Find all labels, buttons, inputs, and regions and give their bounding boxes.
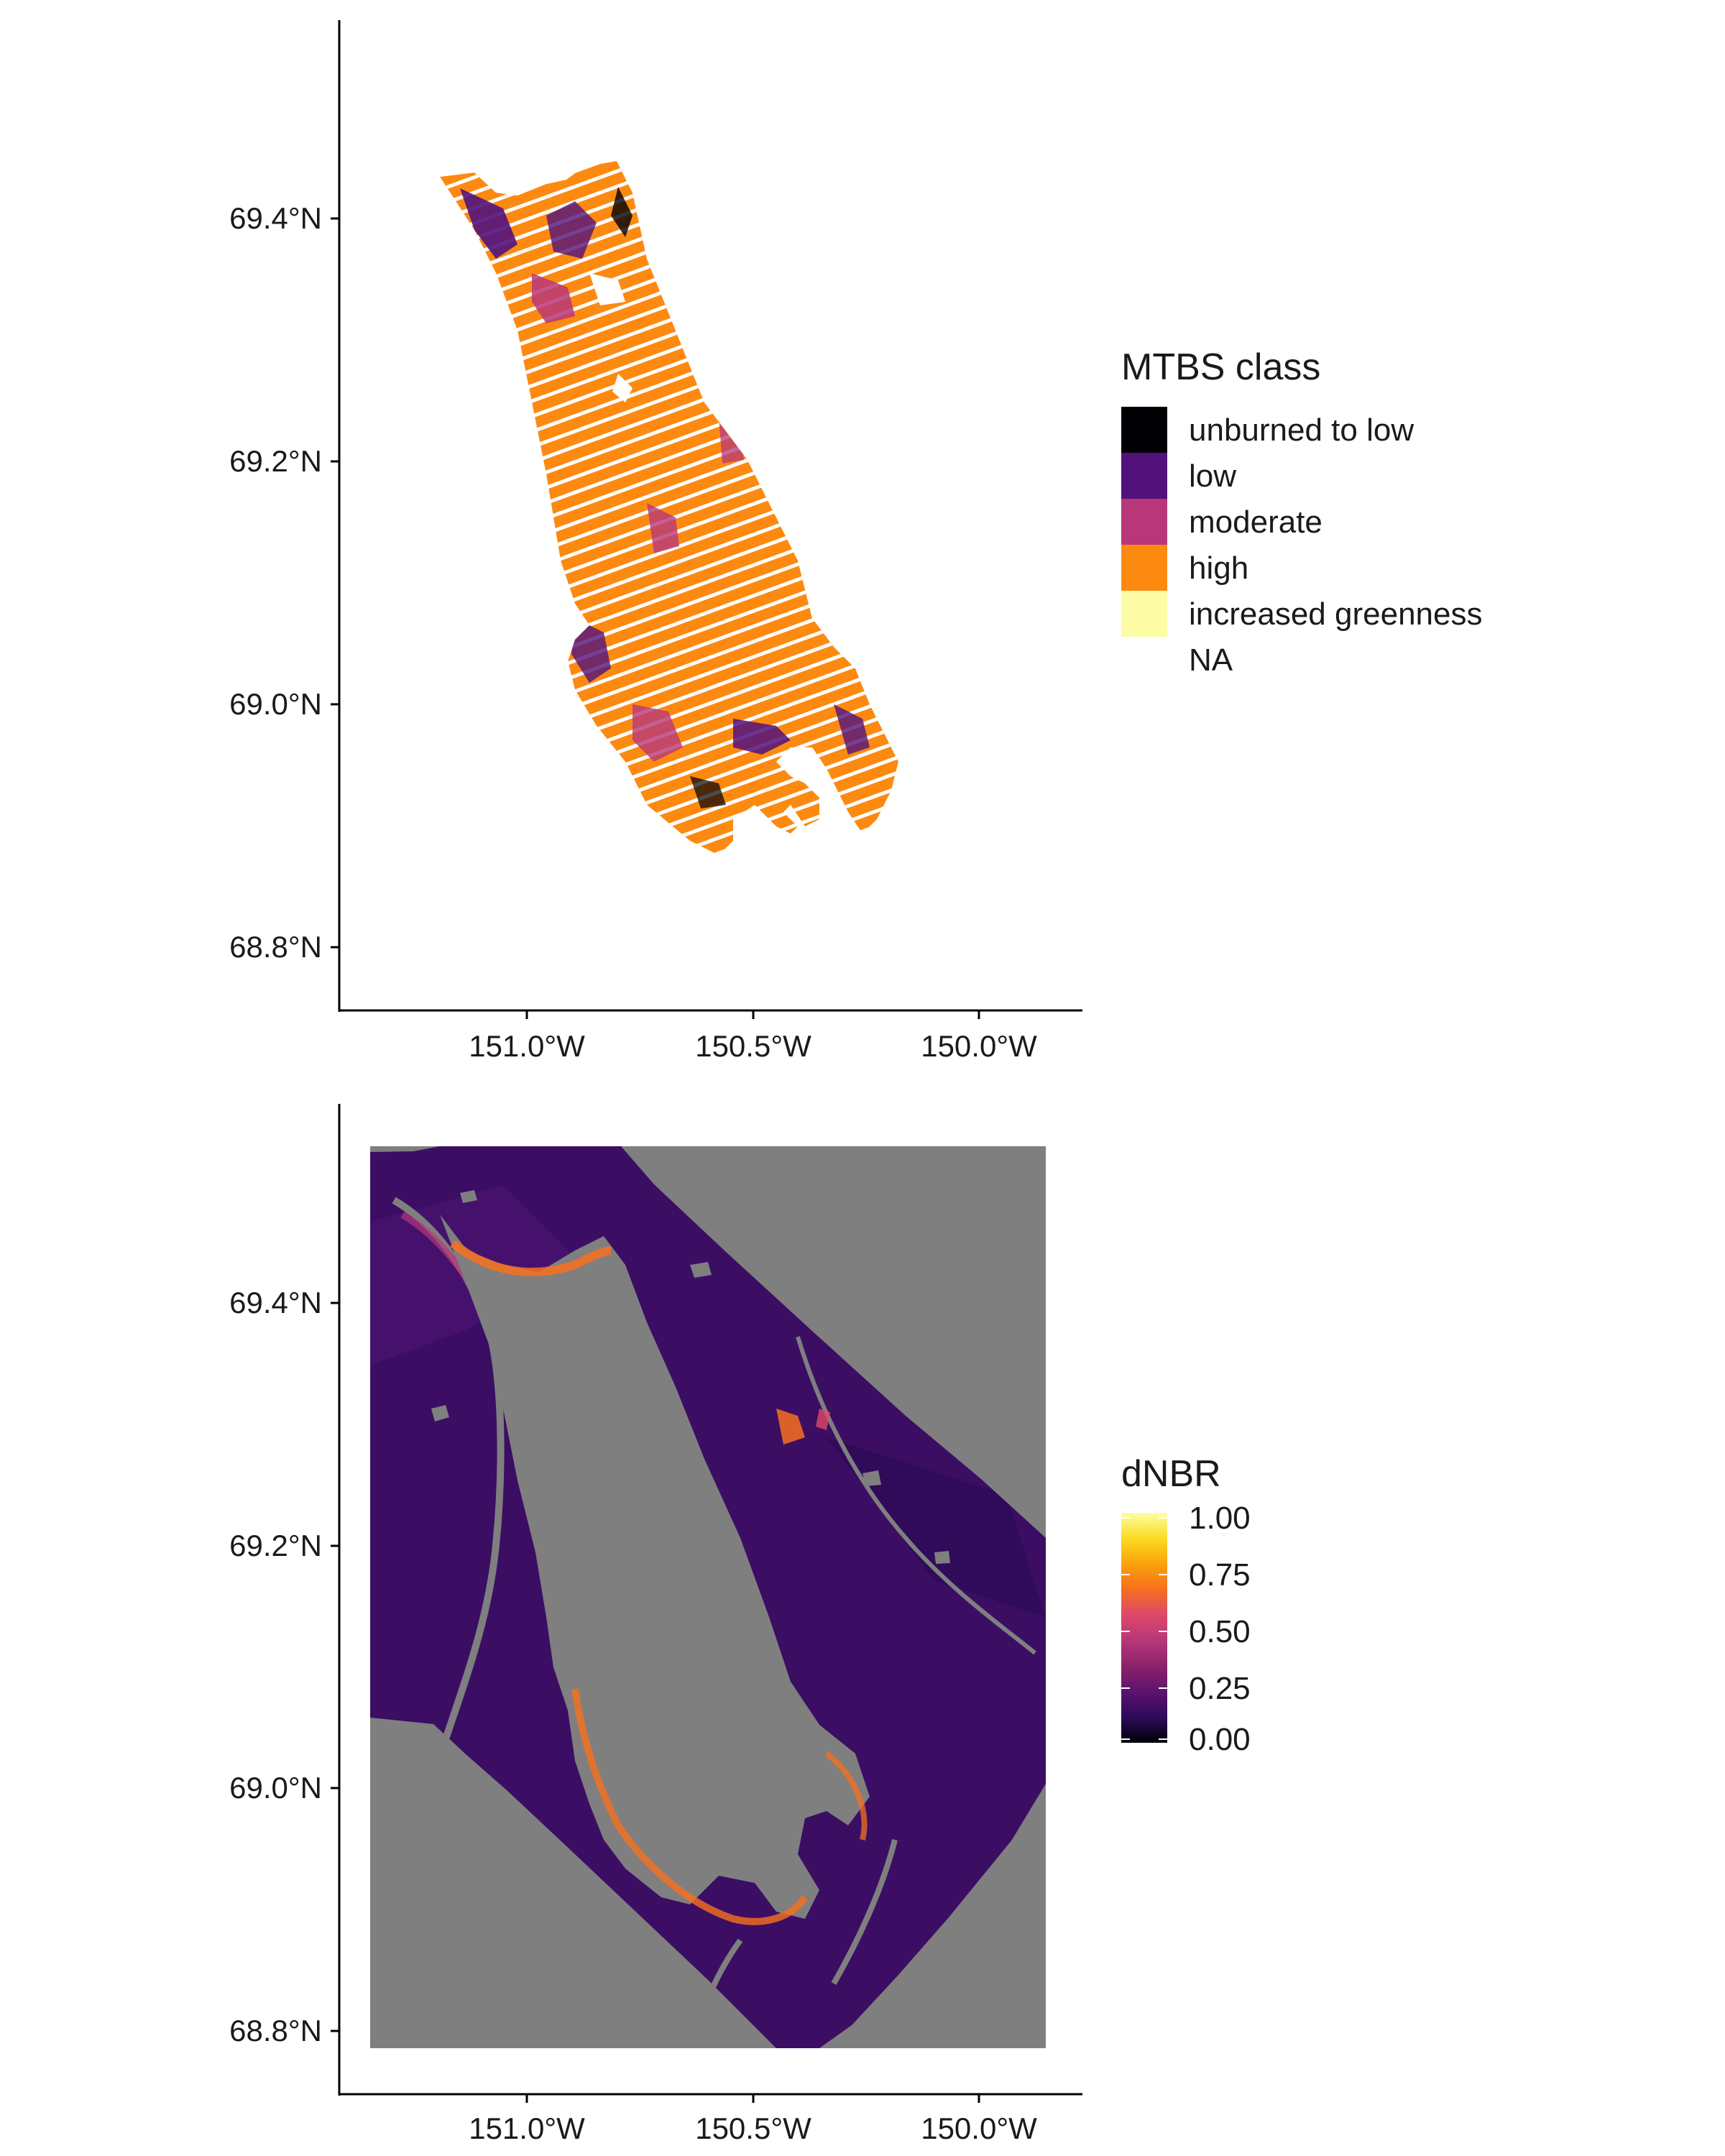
patch-low	[571, 618, 611, 683]
colorbar	[1121, 1513, 1167, 1743]
burn-area-high	[440, 161, 898, 855]
legend-swatch	[1121, 453, 1167, 499]
top-map-area	[440, 161, 898, 855]
top-y-tick-labels: 69.4°N 69.2°N 69.0°N 68.8°N	[229, 201, 322, 964]
legend-label: NA	[1189, 642, 1233, 678]
legend-title: MTBS class	[1121, 346, 1320, 388]
legend-swatch	[1121, 591, 1167, 637]
y-tick-label: 69.4°N	[229, 1286, 322, 1319]
x-tick-label: 150.0°W	[921, 2111, 1037, 2145]
colorbar-label: 0.25	[1189, 1671, 1251, 1706]
bottom-x-ticks	[525, 2094, 980, 2103]
burn-hotspot	[776, 1409, 805, 1445]
bottom-panel: 69.4°N 69.2°N 69.0°N 68.8°N 151.0°W 150.…	[229, 1104, 1251, 2145]
legend-label: high	[1189, 550, 1248, 586]
y-tick-label: 69.0°N	[229, 1771, 322, 1805]
legend-label: low	[1189, 459, 1236, 494]
colorbar-label: 0.00	[1189, 1722, 1251, 1757]
legend-swatch	[1121, 499, 1167, 545]
top-x-tick-labels: 151.0°W 150.5°W 150.0°W	[469, 1029, 1037, 1063]
patch-na	[589, 273, 625, 305]
burn-edge-high	[571, 1688, 809, 1925]
patch-moderate	[719, 417, 744, 464]
bottom-x-tick-labels: 151.0°W 150.5°W 150.0°W	[469, 2111, 1037, 2145]
top-panel: 69.4°N 69.2°N 69.0°N 68.8°N 151.0°W 150.…	[229, 20, 1482, 1063]
bottom-y-ticks	[331, 1302, 339, 2032]
legend-swatch	[1121, 637, 1167, 683]
lake	[862, 1470, 881, 1486]
x-tick-label: 150.5°W	[695, 1029, 811, 1063]
lake	[460, 1190, 477, 1203]
top-x-ticks	[525, 1010, 980, 1019]
burn-edge-high	[824, 1751, 868, 1841]
patch-moderate	[532, 273, 575, 323]
patch-low	[460, 188, 518, 259]
colorbar-ticks	[1121, 1517, 1167, 1740]
lake	[690, 1262, 712, 1278]
legend-swatch	[1121, 545, 1167, 591]
patch-low	[546, 201, 597, 259]
bottom-map-area	[370, 1146, 1046, 2048]
y-tick-label: 69.4°N	[229, 201, 322, 235]
patch-moderate	[632, 704, 683, 762]
patch-unburned	[690, 776, 726, 808]
legend-label: moderate	[1189, 505, 1322, 540]
legend-label: increased greenness	[1189, 596, 1482, 632]
patch-low	[834, 704, 870, 755]
bottom-y-tick-labels: 69.4°N 69.2°N 69.0°N 68.8°N	[229, 1286, 322, 2047]
y-tick-label: 69.2°N	[229, 444, 322, 478]
burn-edge-high	[450, 1240, 612, 1276]
patch-unburned	[611, 187, 632, 237]
x-tick-label: 151.0°W	[469, 2111, 585, 2145]
patch-low	[733, 719, 791, 755]
dnbr-legend: dNBR 1.00 0.75 0.50 0.25 0.00	[1121, 1453, 1251, 1757]
burn-patches	[460, 187, 870, 808]
legend-swatch	[1121, 407, 1167, 453]
y-tick-label: 69.2°N	[229, 1529, 322, 1562]
top-y-ticks	[331, 217, 339, 949]
colorbar-labels: 1.00 0.75 0.50 0.25 0.00	[1189, 1501, 1251, 1757]
mtbs-legend: MTBS class unburned to low low moderate …	[1121, 346, 1482, 683]
patch-na	[665, 216, 683, 244]
colorbar-label: 1.00	[1189, 1501, 1251, 1536]
x-tick-label: 151.0°W	[469, 1029, 585, 1063]
patch-na	[612, 374, 632, 402]
burn-hotspot	[816, 1409, 830, 1430]
burn-scar-nodata	[440, 1215, 870, 1919]
lake	[934, 1551, 950, 1564]
x-tick-label: 150.5°W	[695, 2111, 811, 2145]
raster-texture	[827, 1437, 1046, 1617]
legend-label: unburned to low	[1189, 413, 1414, 448]
patch-moderate	[647, 503, 679, 553]
legend-swatches	[1121, 407, 1167, 683]
lake	[431, 1405, 449, 1422]
river-channel	[796, 1336, 1036, 1655]
colorbar-label: 0.75	[1189, 1557, 1251, 1593]
y-tick-label: 68.8°N	[229, 2014, 322, 2047]
legend-labels: unburned to low low moderate high increa…	[1189, 413, 1482, 678]
river-channel	[831, 1839, 898, 1985]
colorbar-label: 0.50	[1189, 1614, 1251, 1649]
y-tick-label: 69.0°N	[229, 687, 322, 721]
x-tick-label: 150.0°W	[921, 1029, 1037, 1063]
y-tick-label: 68.8°N	[229, 930, 322, 964]
legend-title: dNBR	[1121, 1453, 1221, 1495]
